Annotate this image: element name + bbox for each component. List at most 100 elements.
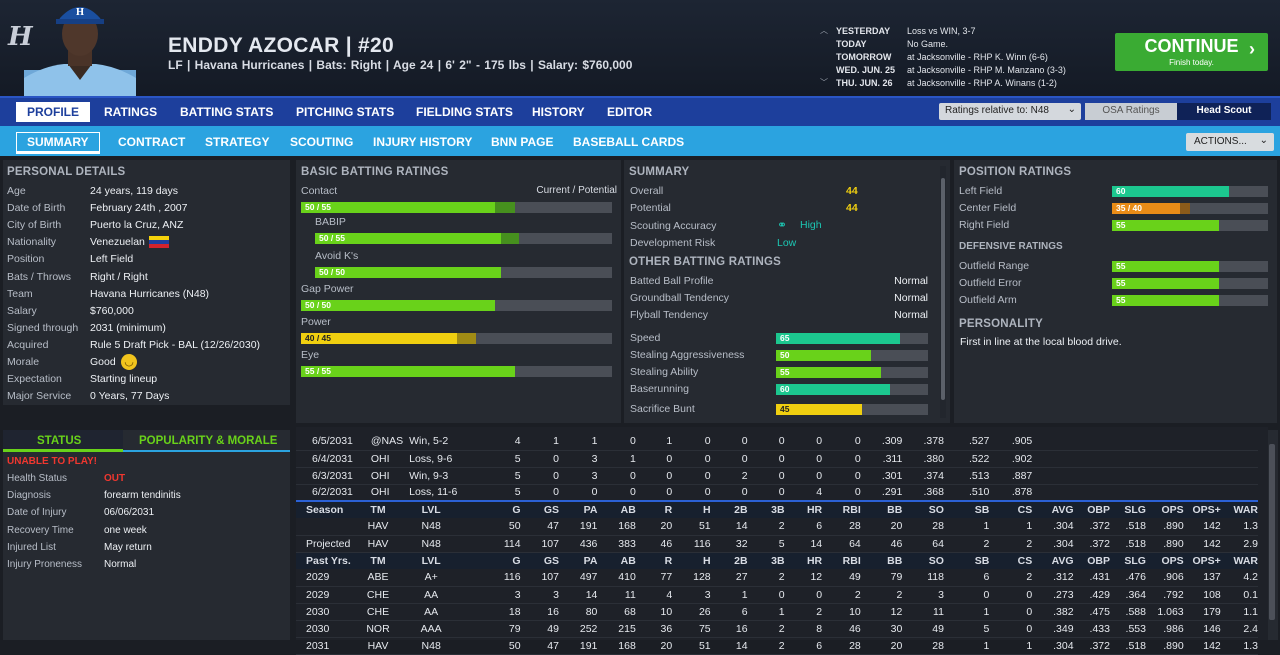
stats-cell: 12 — [890, 605, 903, 618]
stats-cell: .304 — [1053, 537, 1074, 550]
tab-strategy[interactable]: STRATEGY — [205, 135, 270, 149]
detail-label: Signed through — [7, 321, 79, 334]
stats-cell: 0 — [816, 588, 823, 601]
stats-cell: 79 — [508, 622, 521, 635]
position-label: Right Field — [959, 219, 1010, 231]
stats-cell: SB — [974, 504, 990, 516]
tab-history[interactable]: HISTORY — [532, 105, 585, 119]
stats-cell: 0 — [778, 435, 785, 448]
binoculars-icon: ⚭ — [777, 218, 788, 232]
stats-cell: 14 — [810, 537, 823, 550]
tab-bnn-page[interactable]: BNN PAGE — [491, 135, 554, 149]
detail-label: Expectation — [7, 373, 62, 386]
actions-dropdown[interactable]: ACTIONS... ⌄ — [1186, 133, 1274, 151]
detail-label: Date of Birth — [7, 202, 66, 215]
stats-cell: 1.1 — [1243, 605, 1258, 618]
stats-cell: 26 — [698, 605, 711, 618]
ratings-relative-select[interactable]: Ratings relative to: N48 ⌄ — [939, 103, 1081, 120]
stats-cell: 3 — [553, 588, 559, 601]
stats-cell: 3B — [771, 504, 785, 516]
stats-cell: 5 — [983, 622, 990, 635]
stats-cell: AB — [620, 504, 636, 516]
detail-value: Venezuelan — [90, 236, 145, 249]
stats-cell: 30 — [890, 622, 903, 635]
other-rating-value: Normal — [894, 275, 928, 287]
stats-cell: 0 — [666, 469, 673, 482]
baserunning-label: Sacrifice Bunt — [630, 403, 695, 415]
rating-value: 45 — [780, 404, 790, 414]
stats-cell: 5 — [514, 469, 521, 482]
schedule-label: WED. JUN. 25 — [836, 64, 896, 75]
stats-cell: 2B — [734, 554, 748, 567]
scroll-down-icon[interactable]: ﹀ — [820, 78, 828, 87]
summary-scrollbar[interactable] — [940, 166, 946, 418]
personal-details-panel: PERSONAL DETAILS Age 24 years, 119 days Da… — [3, 160, 290, 405]
stats-cell: HR — [806, 504, 823, 516]
tab-popularity-morale[interactable]: POPULARITY & MORALE — [139, 435, 278, 447]
stats-cell: 27 — [735, 571, 748, 584]
current-fill — [776, 350, 871, 361]
defensive-label: Outfield Range — [959, 260, 1030, 272]
rating-value: 50 / 50 — [319, 267, 345, 277]
rating-value: 55 — [1116, 220, 1126, 230]
stats-cell: 20 — [660, 520, 673, 533]
stats-cell: 179 — [1203, 605, 1221, 618]
stats-cell: WAR — [1233, 554, 1259, 567]
stats-row: 6/3/2031 OHI Win, 9-3 5 0 3 0 0 0 2 0 0 0 .301 .374 .51… — [296, 467, 1258, 484]
stats-cell: .380 — [923, 452, 944, 465]
tab-scouting[interactable]: SCOUTING — [290, 135, 354, 149]
current-fill — [776, 404, 862, 415]
tab-profile[interactable]: PROFILE — [16, 102, 91, 122]
rating-value: 40 / 45 — [305, 333, 331, 343]
stats-cell: HAV — [367, 639, 389, 652]
stats-cell: .291 — [881, 486, 903, 499]
potential-value: 44 — [846, 202, 858, 214]
stats-cell: 0 — [704, 486, 711, 499]
tab-ratings[interactable]: RATINGS — [104, 105, 158, 119]
defensive-rating-bar: 55 — [1112, 261, 1268, 272]
stats-cell: 3B — [771, 554, 785, 567]
stats-cell: 6 — [816, 520, 823, 533]
head-scout-button[interactable]: Head Scout — [1177, 103, 1271, 120]
stats-scrollbar[interactable] — [1268, 430, 1278, 640]
tab-status[interactable]: STATUS — [37, 435, 82, 447]
stats-cell: CS — [1017, 504, 1033, 516]
tab-summary[interactable]: SUMMARY — [16, 132, 100, 154]
stats-cell: .890 — [1163, 537, 1184, 550]
status-value: OUT — [104, 473, 126, 484]
stats-cell: 2 — [741, 469, 748, 482]
tab-contract[interactable]: CONTRACT — [118, 135, 186, 149]
current-fill — [301, 202, 496, 213]
tab-fielding-stats[interactable]: FIELDING STATS — [416, 105, 513, 119]
happy-face-icon: ◡ — [121, 354, 137, 370]
stats-cell: 1 — [983, 605, 990, 618]
rating-value: 50 / 50 — [305, 300, 331, 310]
other-rating-label: Batted Ball Profile — [630, 275, 714, 287]
sub-tabs: SUMMARY CONTRACT STRATEGY SCOUTING INJUR… — [0, 126, 1280, 156]
stats-cell: AAA — [420, 622, 442, 635]
batting-rating-label: Power — [301, 316, 331, 328]
schedule-value: at Jacksonville - RHP A. Winans (1-2) — [907, 77, 1057, 88]
stats-cell: 6 — [741, 605, 748, 618]
stats-cell: CHE — [366, 605, 390, 618]
detail-value: 24 years, 119 days — [90, 185, 178, 197]
stats-cell: 2 — [816, 605, 823, 618]
continue-button[interactable]: CONTINUE Finish today. › — [1115, 33, 1268, 71]
current-fill — [1112, 203, 1181, 214]
stats-cell: 128 — [693, 571, 711, 584]
osa-ratings-button[interactable]: OSA Ratings — [1085, 103, 1177, 120]
stats-cell: 383 — [618, 537, 636, 550]
stats-cell: 0 — [666, 452, 673, 465]
stats-cell: 1 — [1026, 639, 1033, 652]
tab-batting-stats[interactable]: BATTING STATS — [180, 105, 274, 119]
tab-pitching-stats[interactable]: PITCHING STATS — [296, 105, 395, 119]
scroll-up-icon[interactable]: ︿ — [820, 26, 828, 35]
tab-injury-history[interactable]: INJURY HISTORY — [373, 135, 473, 149]
stats-cell: .510 — [968, 486, 990, 499]
ratings-select-value: Ratings relative to: N48 — [945, 105, 1049, 116]
stats-cell: 5 — [514, 486, 521, 499]
stats-cell: 5 — [778, 537, 785, 550]
tab-baseball-cards[interactable]: BASEBALL CARDS — [573, 135, 685, 149]
tab-editor[interactable]: EDITOR — [607, 105, 653, 119]
stats-row: Projected HAV N48 114 107 436 383 46 116 32 5 14 64 4… — [296, 535, 1258, 552]
